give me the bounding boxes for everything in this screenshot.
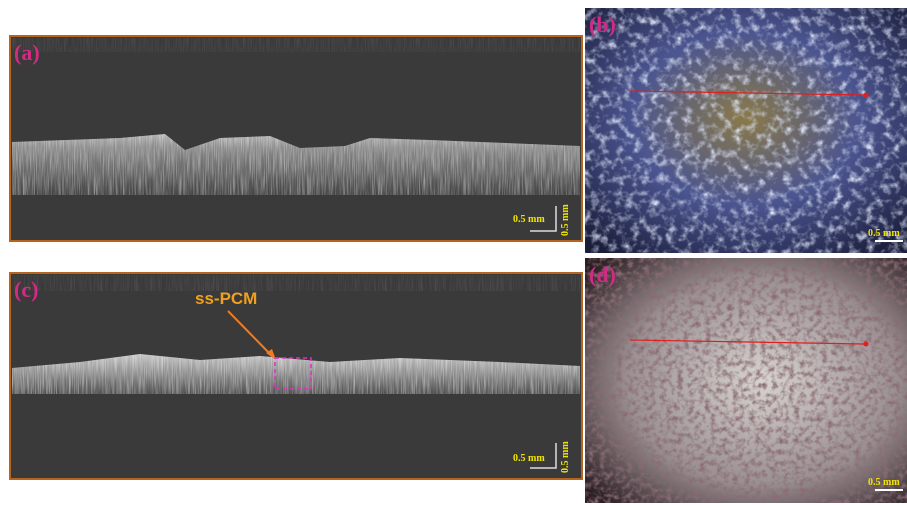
scale-label: 0.5 mm [868, 477, 900, 488]
texture [585, 8, 907, 253]
panel-label: (d) [589, 262, 616, 287]
noise [12, 275, 580, 291]
marker-end [864, 93, 869, 98]
scale-label: 0.5 mm [513, 214, 545, 225]
figure: (a) 0.5 mm 0.5 mm (c) ss-PCM 0.5 mm 0.5 … [0, 0, 907, 505]
scale-label: 0.5 mm [560, 441, 571, 473]
panel-a: (a) 0.5 mm 0.5 mm [10, 36, 582, 241]
annotation: ss-PCM [195, 289, 257, 308]
scale-label: 0.5 mm [513, 453, 545, 464]
panel-c: (c) ss-PCM 0.5 mm 0.5 mm [10, 273, 582, 479]
marker-end [864, 342, 869, 347]
texture [585, 258, 907, 503]
panel-d: (d) 0.5 mm [585, 258, 907, 503]
panel-label: (a) [14, 40, 40, 65]
panel-label: (b) [589, 12, 616, 37]
noise [12, 38, 580, 52]
oct-image [10, 36, 582, 241]
panel-label: (c) [14, 277, 38, 302]
scale-label: 0.5 mm [868, 228, 900, 239]
panel-b: (b) 0.5 mm [585, 8, 907, 253]
scale-label: 0.5 mm [560, 204, 571, 236]
